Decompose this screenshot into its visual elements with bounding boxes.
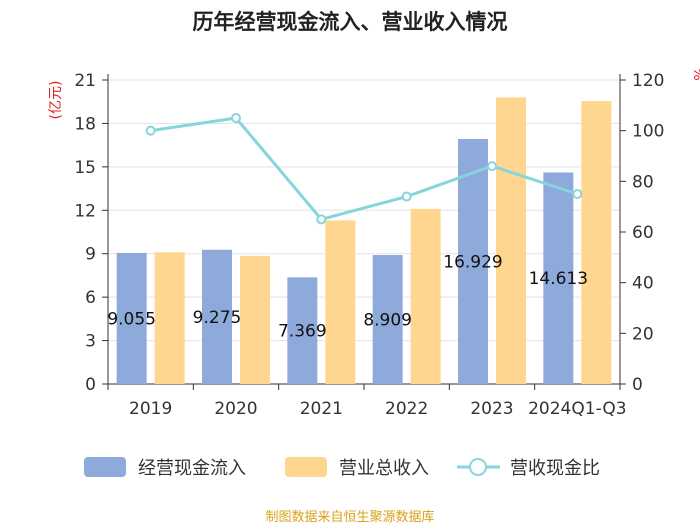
x-tick-label: 2023	[470, 399, 513, 419]
legend-label-total-revenue: 营业总收入	[339, 458, 429, 479]
x-tick-label: 2024Q1-Q3	[528, 399, 626, 419]
x-tick-label: 2022	[385, 399, 428, 419]
bar-cash-inflow	[116, 252, 147, 384]
line-revenue-cash-ratio	[150, 116, 578, 222]
chart-title: 历年经营现金流入、营业收入情况	[192, 10, 508, 34]
y-right-tick-label: 20	[632, 324, 654, 344]
bar-total-revenue	[496, 97, 526, 384]
bar-total-revenue	[410, 208, 441, 384]
legend-swatch-cash-inflow	[84, 457, 126, 477]
point-revenue-cash-ratio	[572, 189, 583, 199]
x-tick-label: 2021	[300, 399, 343, 419]
bar-cash-inflow	[287, 277, 318, 384]
point-revenue-cash-ratio	[401, 191, 412, 202]
x-tick-label: 2019	[129, 399, 172, 419]
y-left-tick-label: 12	[74, 201, 96, 221]
bar-total-revenue	[154, 252, 185, 384]
y-left-tick-label: 3	[85, 332, 96, 352]
point-revenue-cash-ratio	[231, 113, 241, 123]
y-left-tick-label: 18	[74, 114, 96, 134]
legend-swatch-ratio-marker	[469, 458, 487, 476]
point-revenue-cash-ratio	[316, 214, 327, 225]
y-left-tick-label: 0	[85, 375, 96, 395]
bar-cash-inflow	[543, 172, 574, 384]
y-right-tick-label: 0	[632, 375, 643, 395]
point-revenue-cash-ratio	[145, 125, 156, 136]
data-label-cash: 8.909	[363, 311, 412, 331]
data-label-cash: 9.055	[107, 309, 156, 329]
bar-cash-inflow	[458, 138, 488, 384]
y-left-tick-label: 15	[74, 158, 96, 178]
y-right-tick-label: 60	[632, 223, 654, 243]
data-label-cash: 9.275	[193, 308, 242, 328]
bar-cash-inflow	[372, 255, 403, 384]
legend-label-cash-inflow: 经营现金流入	[138, 458, 246, 479]
legend-swatch-total-revenue	[285, 457, 327, 477]
bar-total-revenue	[581, 100, 612, 384]
y-left-tick-label: 6	[85, 288, 96, 308]
y-left-tick-label: 9	[85, 245, 96, 265]
bar-total-revenue	[240, 255, 270, 384]
point-revenue-cash-ratio	[487, 161, 497, 172]
data-label-cash: 14.613	[529, 269, 588, 289]
legend-label-ratio: 营收现金比	[510, 458, 600, 479]
y-right-tick-label: 120	[632, 71, 664, 91]
y-right-axis-label: %	[690, 67, 700, 80]
data-label-cash: 16.929	[443, 252, 502, 272]
bar-cash-inflow	[202, 249, 232, 384]
data-label-cash: 7.369	[278, 322, 327, 342]
y-left-axis-label: (亿元)	[48, 81, 64, 120]
bar-total-revenue	[325, 220, 356, 384]
y-right-tick-label: 100	[632, 122, 664, 142]
source-note: 制图数据来自恒生聚源数据库	[265, 510, 435, 525]
x-tick-label: 2020	[214, 399, 257, 419]
y-right-tick-label: 80	[632, 172, 654, 192]
y-left-tick-label: 21	[74, 71, 96, 91]
y-right-tick-label: 40	[632, 274, 654, 294]
